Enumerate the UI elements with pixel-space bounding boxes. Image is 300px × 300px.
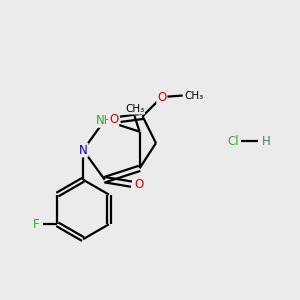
Text: H: H xyxy=(262,135,270,148)
Text: CH₃: CH₃ xyxy=(184,91,204,100)
Text: Cl: Cl xyxy=(227,135,239,148)
Text: O: O xyxy=(157,91,167,103)
Text: F: F xyxy=(33,218,39,231)
Text: CH₃: CH₃ xyxy=(125,104,144,114)
Text: O: O xyxy=(134,178,143,190)
Text: O: O xyxy=(109,113,118,126)
Text: N: N xyxy=(79,143,88,157)
Text: NH: NH xyxy=(96,114,113,127)
